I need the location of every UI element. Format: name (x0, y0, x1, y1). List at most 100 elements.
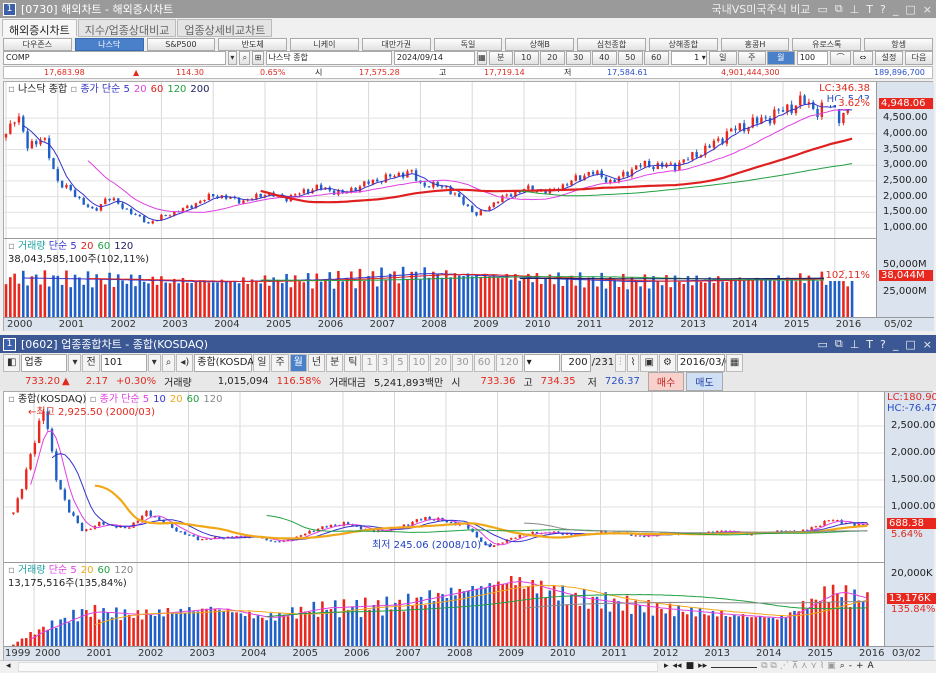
speaker-icon[interactable]: ◂) (176, 354, 194, 372)
interval-button[interactable]: 30 (565, 51, 591, 65)
market-select[interactable]: 업종 (21, 354, 68, 372)
ma-period-120[interactable]: 120 (114, 565, 134, 576)
fit-icon[interactable]: ⇔ (852, 51, 874, 65)
zoom-in-icon[interactable]: + (856, 661, 864, 671)
period-button[interactable]: 월 (766, 51, 795, 65)
minimize-icon[interactable]: _ (892, 337, 899, 351)
font-icon[interactable]: T (866, 337, 874, 351)
drawing-tools-icon[interactable]: ⧉ ⧉ ⋰ ⊼ ⋏ ⋎ ⌇ ▣ (761, 661, 836, 671)
volume-pane[interactable] (4, 239, 876, 317)
calendar-icon[interactable]: ▦ (477, 51, 487, 65)
code-input[interactable]: COMP (3, 51, 226, 65)
ma-period-60[interactable]: 60 (97, 565, 111, 576)
copy-icon[interactable]: ⧉ (834, 337, 843, 350)
pane-divider[interactable] (4, 562, 934, 563)
ma-period-20[interactable]: 20 (169, 394, 183, 405)
ma-period-200[interactable]: 200 (190, 84, 210, 95)
interval-button[interactable]: 40 (591, 51, 617, 65)
overlay-icon[interactable]: ⌒ (830, 51, 851, 65)
calendar-icon[interactable]: ▦ (725, 354, 744, 372)
minute-button[interactable]: 분 (488, 51, 513, 65)
index-button[interactable]: 다우존스 (3, 38, 72, 51)
horizontal-scrollbar[interactable] (18, 662, 658, 672)
search-icon[interactable]: ⌕ (161, 354, 176, 372)
period-button[interactable]: 월 (289, 354, 307, 372)
candle-icon[interactable]: ⫶ (615, 354, 626, 372)
tab-overseas-chart[interactable]: 해외증시차트 (2, 19, 77, 37)
pane-divider[interactable] (4, 238, 934, 239)
price-pane[interactable] (4, 82, 876, 238)
index-button[interactable]: 상해B (505, 38, 575, 51)
interval-button[interactable]: 10 (408, 354, 430, 372)
ma-period-120[interactable]: 120 (114, 241, 134, 252)
interval-select[interactable]: ▾ (523, 354, 560, 372)
period-button[interactable]: 일 (708, 51, 737, 65)
ma-period-120[interactable]: 120 (167, 84, 187, 95)
ma-period-60[interactable]: 60 (97, 241, 111, 252)
interval-button[interactable]: 10 (513, 51, 539, 65)
period-button[interactable]: 주 (737, 51, 766, 65)
ma-period-5[interactable]: 5 (70, 241, 77, 252)
ma-period-20[interactable]: 20 (80, 241, 94, 252)
index-button[interactable]: 홍콩H (720, 38, 790, 51)
interval-button[interactable]: 120 (495, 354, 523, 372)
search-icon[interactable]: ⌕ (239, 51, 251, 65)
index-button[interactable]: 대만가권 (361, 38, 431, 51)
ma-period-20[interactable]: 20 (80, 565, 94, 576)
ma-period-5[interactable]: 5 (123, 84, 130, 95)
maximize-icon[interactable]: □ (905, 2, 916, 16)
interval-button[interactable]: 60 (643, 51, 669, 65)
interval-button[interactable]: 20 (539, 51, 565, 65)
interval-button[interactable]: 1 (362, 354, 377, 372)
chevron-down-icon[interactable]: ▾ (147, 354, 161, 372)
minimize-icon[interactable]: _ (892, 2, 899, 16)
ma-period-60[interactable]: 60 (186, 394, 200, 405)
help-icon[interactable]: ? (880, 337, 886, 351)
ma-period-5[interactable]: 5 (70, 565, 77, 576)
buy-button[interactable]: 매수 (647, 372, 685, 391)
bars-input[interactable]: 100 (796, 51, 829, 65)
ma-period-10[interactable]: 10 (153, 394, 166, 405)
font-icon[interactable]: T (866, 2, 874, 16)
period-button[interactable]: 년 (307, 354, 326, 372)
volume-pane[interactable] (4, 563, 884, 646)
fast-forward-icon[interactable]: ▸▸ (698, 661, 708, 671)
interval-button[interactable]: 30 (452, 354, 473, 372)
close-icon[interactable]: × (922, 2, 932, 16)
text-tool-icon[interactable]: A (867, 661, 874, 671)
period-button[interactable]: 주 (271, 354, 289, 372)
index-button[interactable]: 유로스톡 (792, 38, 862, 51)
ma-period-60[interactable]: 60 (150, 84, 164, 95)
date-input[interactable]: 2024/09/14 (393, 51, 476, 65)
date-input[interactable]: 2016/03/02 (676, 354, 738, 372)
stop-icon[interactable]: ■ (685, 661, 695, 671)
index-button[interactable]: 상해종합 (648, 38, 718, 51)
compare-link[interactable]: 국내VS미국주식 비교 (711, 3, 811, 16)
ma-period-120[interactable]: 120 (203, 394, 223, 405)
code-input[interactable]: 101 (100, 354, 147, 372)
period-button[interactable]: 일 (253, 354, 271, 372)
layout-icon[interactable]: ◧ (3, 354, 21, 372)
sell-button[interactable]: 매도 (686, 372, 723, 391)
ma-period-20[interactable]: 20 (133, 84, 147, 95)
tab-sector-detail[interactable]: 업종상세비교차트 (177, 19, 273, 37)
tab-relative-compare[interactable]: 지수/업종상대비교 (77, 19, 177, 37)
pin-icon[interactable]: ⊥ (849, 2, 860, 16)
price-pane[interactable] (4, 392, 884, 562)
gear-icon[interactable]: ⚙ (658, 354, 676, 372)
index-button[interactable]: 니케이 (290, 38, 359, 51)
interval-button[interactable]: 20 (430, 354, 452, 372)
count-select[interactable]: 1 ▾ (670, 51, 707, 65)
period-button[interactable]: 틱 (344, 354, 362, 372)
interval-button[interactable]: 3 (377, 354, 393, 372)
restore-icon[interactable]: ▭ (817, 2, 828, 16)
interval-button[interactable]: 60 (473, 354, 495, 372)
period-button[interactable]: 분 (326, 354, 344, 372)
close-icon[interactable]: × (922, 337, 932, 351)
scroll-left-icon[interactable]: ◂ (6, 661, 11, 671)
top-window-titlebar[interactable]: 1 [0730] 해외차트 - 해외증시차트 국내VS미국주식 비교 ▭ ⧉ ⊥ T?… (0, 0, 936, 18)
bottom-window-titlebar[interactable]: 1 [0602] 업종종합차트 - 종합(KOSDAQ) ▭ ⧉ ⊥ T? _ □ × (0, 335, 936, 353)
zoom-out-icon[interactable]: - (848, 661, 852, 671)
chevron-down-icon[interactable]: ▾ (68, 354, 82, 372)
next-button[interactable]: 다음 (905, 51, 933, 65)
